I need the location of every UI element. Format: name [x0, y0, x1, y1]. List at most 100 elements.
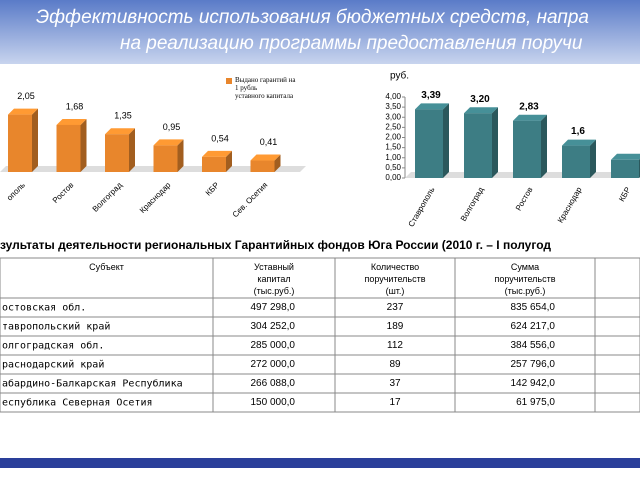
bar: [202, 156, 226, 172]
table-cell: 17: [389, 397, 401, 408]
bar-top: [250, 154, 281, 161]
table-cell: 237: [387, 302, 404, 313]
y-tick-label: 2,00: [385, 133, 401, 142]
table-cell: 150 000,0: [251, 397, 296, 408]
bar: [8, 114, 32, 172]
bar-top: [153, 139, 184, 146]
table-cell: еспублика Северная Осетия: [2, 397, 153, 409]
bar-top: [202, 150, 232, 157]
bar-side: [226, 150, 232, 172]
bar-side: [492, 107, 498, 178]
y-tick-label: 1,00: [385, 153, 401, 162]
value-label: 1,6: [571, 126, 585, 137]
bar-side: [590, 139, 596, 178]
table-cell: 304 252,0: [251, 321, 296, 332]
bar: [250, 160, 275, 172]
table-cell: остовская обл.: [2, 302, 86, 314]
value-label: 0,54: [211, 133, 229, 143]
header-line: Эффективность использования бюджетных ср…: [36, 7, 589, 28]
bar-side: [32, 108, 38, 172]
y-tick-label: 3,00: [385, 112, 401, 121]
bar-side: [177, 139, 184, 172]
x-tick-label: Ростов: [514, 186, 535, 213]
value-label: 0,41: [260, 137, 278, 147]
x-tick-label: КБР: [617, 186, 632, 204]
y-tick-label: 2,50: [385, 122, 401, 131]
y-tick-label: 0,50: [385, 163, 401, 172]
bar-top: [415, 103, 449, 110]
bar-side: [541, 114, 547, 178]
x-tick-label: Краснодар: [556, 185, 584, 224]
y-tick-label: 4,00: [385, 92, 401, 101]
footer-band: [0, 458, 640, 468]
header-line: на реализацию программы предоставления п…: [120, 33, 583, 54]
value-label: 0,95: [163, 122, 181, 132]
bar: [415, 109, 443, 178]
table-cell: 37: [389, 378, 401, 389]
value-label: 1,35: [114, 111, 132, 121]
x-tick-label: Краснодар: [138, 180, 173, 215]
bar-top: [56, 118, 87, 125]
table-cell: 285 000,0: [251, 340, 296, 351]
table-cell: раснодарский край: [2, 359, 104, 371]
bar-top: [8, 108, 38, 115]
table-cell: абардино-Балкарская Республика: [2, 378, 183, 390]
column-header: Сумма поручительств (тыс.руб.): [494, 262, 555, 296]
bar-side: [274, 154, 281, 172]
column-header: Субъект: [89, 262, 124, 272]
value-label: 2,05: [17, 91, 35, 101]
table-cell: 384 556,0: [511, 340, 556, 351]
bar: [153, 145, 178, 172]
table-cell: 266 088,0: [251, 378, 296, 389]
table-cell: 189: [387, 321, 404, 332]
table-cell: 624 217,0: [511, 321, 556, 332]
bar: [562, 145, 590, 178]
bar: [464, 113, 492, 178]
bar-top: [464, 107, 498, 114]
value-label: 2,83: [519, 101, 539, 112]
x-tick-label: КБР: [204, 181, 221, 198]
bar-top: [611, 153, 640, 160]
x-tick-label: Волгоград: [91, 180, 124, 213]
bar-side: [129, 128, 135, 172]
x-tick-label: Ростов: [51, 181, 76, 206]
bar-top: [513, 114, 547, 121]
table-cell: тавропольский край: [2, 321, 110, 333]
bar: [513, 120, 541, 178]
bar-side: [443, 103, 449, 178]
table-cell: 142 942,0: [511, 378, 556, 389]
bar: [611, 159, 639, 178]
bar-top: [562, 139, 596, 146]
legend-swatch: [226, 78, 232, 84]
table-cell: 89: [389, 359, 401, 370]
x-tick-label: ополь: [5, 181, 27, 203]
table-cell: 257 796,0: [511, 359, 556, 370]
x-tick-label: Сев. Осетия: [231, 181, 270, 220]
table-cell: 112: [387, 340, 403, 351]
table-title: зультаты деятельности региональных Гаран…: [0, 238, 551, 252]
table-cell: 272 000,0: [251, 359, 296, 370]
y-tick-label: 1,50: [385, 143, 401, 152]
table-cell: 835 654,0: [511, 302, 556, 313]
x-tick-label: Ставрополь: [407, 186, 437, 229]
bar-side: [80, 118, 87, 172]
value-label: 3,20: [470, 94, 490, 105]
column-header: Количество поручительств (шт.): [364, 262, 425, 296]
table-cell: 497 298,0: [251, 302, 296, 313]
table-cell: олгоградская обл.: [2, 340, 104, 352]
bar-top: [105, 128, 135, 135]
value-label: 1,68: [66, 101, 84, 111]
header-band: [0, 0, 640, 64]
x-tick-label: Волгоград: [459, 185, 486, 223]
bar: [105, 134, 129, 172]
value-label: 3,39: [421, 90, 441, 101]
y-tick-label: 0,00: [385, 173, 401, 182]
table-row: [0, 392, 640, 413]
column-header: Уставный капитал (тыс.руб.): [254, 262, 295, 296]
table-cell: 61 975,0: [516, 397, 555, 408]
bar: [56, 124, 81, 172]
table-header-bg: [0, 257, 640, 299]
y-axis-label: руб.: [390, 70, 409, 82]
